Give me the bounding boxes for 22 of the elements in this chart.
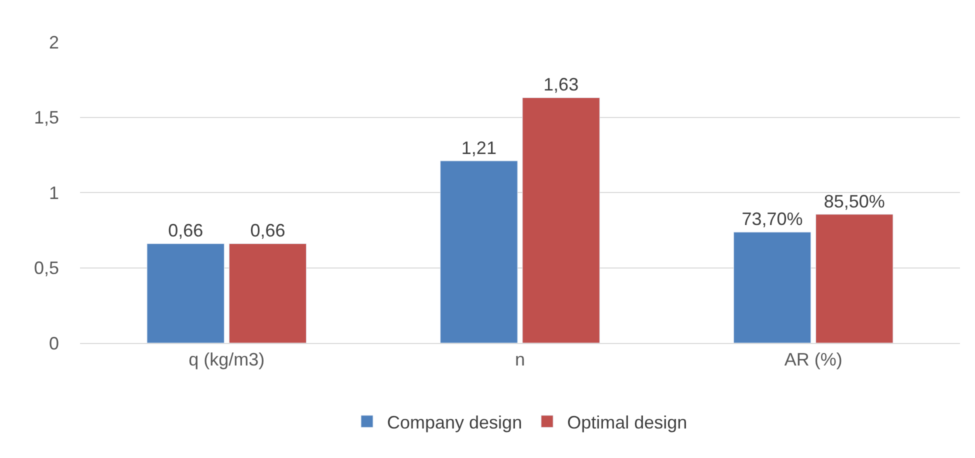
data-label: 0,66 xyxy=(168,220,204,241)
bar xyxy=(733,232,812,343)
y-tick-label: 1,5 xyxy=(34,108,59,128)
legend-label: Optimal design xyxy=(567,412,688,432)
legend-label: Company design xyxy=(387,412,522,432)
bar xyxy=(146,243,224,343)
data-label: 85,50% xyxy=(824,191,885,212)
bar xyxy=(522,97,600,343)
y-tick-label: 1 xyxy=(48,182,59,203)
data-label: 1,63 xyxy=(544,74,579,95)
y-tick-label: 2 xyxy=(48,32,59,52)
x-tick-label: n xyxy=(514,350,526,370)
data-label: 73,70% xyxy=(742,209,803,230)
x-tick-label: AR (%) xyxy=(784,350,842,370)
y-tick-label: 0 xyxy=(48,333,59,354)
data-label: 0,66 xyxy=(250,220,286,241)
data-label: 1,21 xyxy=(461,138,496,158)
x-tick-label: q (kg/m3) xyxy=(188,350,265,370)
y-tick-label: 0,5 xyxy=(34,258,59,278)
bar xyxy=(228,243,307,343)
bar xyxy=(440,160,518,343)
bar xyxy=(816,214,894,343)
